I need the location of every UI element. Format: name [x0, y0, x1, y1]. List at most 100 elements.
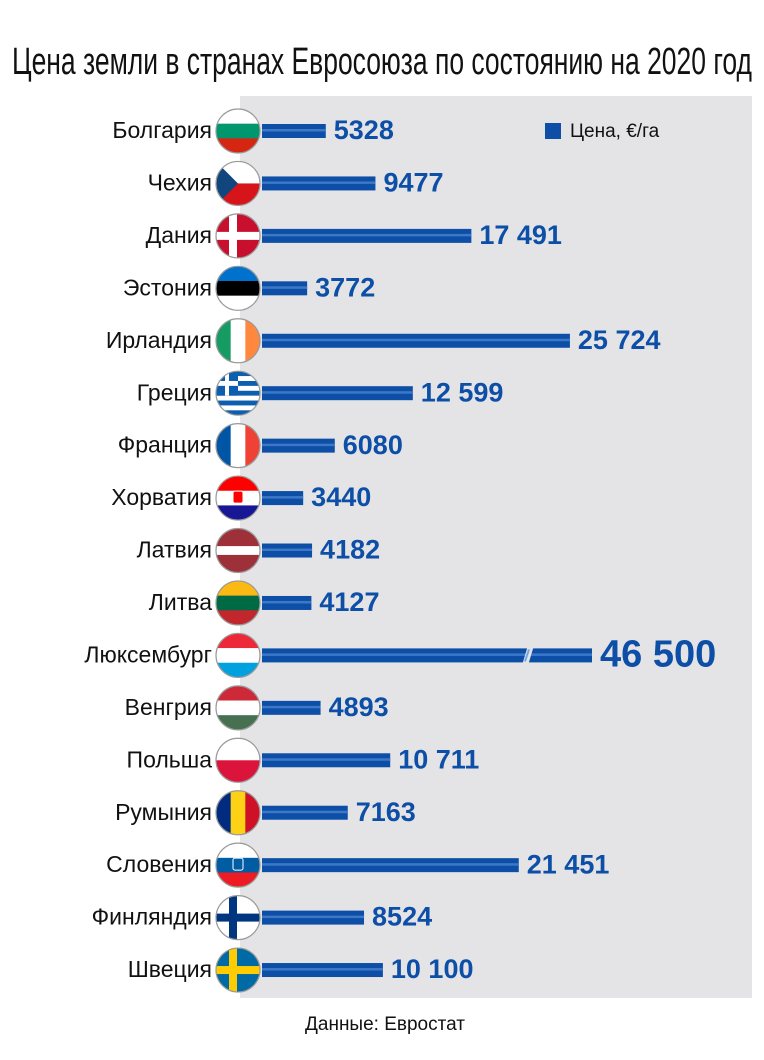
value-label: 6080: [343, 430, 403, 460]
bar-highlight: [262, 705, 321, 709]
flag-stripe: [216, 546, 260, 556]
value-label: 10 100: [391, 954, 474, 984]
flag-stripe: [216, 528, 260, 538]
flag: [216, 528, 260, 573]
value-label: 21 451: [527, 849, 610, 879]
value-label: 8524: [372, 902, 432, 932]
flag: [216, 371, 260, 416]
flag-ring: [215, 108, 261, 154]
y-tick-label: Чехия: [148, 170, 212, 196]
y-tick-label: Ирландия: [106, 327, 212, 353]
flag: [216, 476, 260, 521]
axis-break: [524, 649, 530, 662]
flag-stripe: [216, 554, 260, 565]
flag-stripe: [216, 295, 260, 311]
value-label: 17 491: [479, 220, 562, 250]
value-label: 4127: [319, 587, 379, 617]
flag-stripe: [216, 872, 260, 888]
value-label: 25 724: [578, 325, 661, 355]
flag-stripe: [216, 648, 260, 664]
flag: [216, 843, 260, 888]
flag-ring: [215, 318, 261, 364]
flag: [216, 423, 260, 468]
flag-stripe: [216, 760, 260, 783]
flag-stripe: [216, 580, 260, 597]
flag: [216, 580, 260, 625]
bar-highlight: [262, 810, 348, 814]
bar-highlight: [262, 600, 312, 604]
bar-highlight: [262, 915, 365, 919]
flag-ring: [215, 265, 261, 311]
flag-stripe: [216, 505, 260, 521]
flag-shield: [232, 857, 244, 871]
y-tick-label: Латвия: [137, 537, 212, 563]
value-label: 10 711: [398, 744, 479, 774]
y-tick-label: Литва: [149, 589, 212, 615]
flag-ring: [215, 370, 261, 416]
flag-stripe: [216, 633, 260, 649]
flag-cross: [216, 231, 260, 240]
flag-ring: [215, 527, 261, 574]
bar-highlight: [262, 233, 472, 237]
flag-cross: [216, 966, 260, 975]
value-label: 46 500: [600, 633, 716, 675]
flag-stripe: [216, 109, 260, 125]
flag-stripe: [216, 738, 260, 761]
value-label: 3772: [315, 272, 375, 302]
bar-highlight: [262, 653, 592, 656]
flag-stripe: [245, 790, 260, 835]
flag: [216, 213, 260, 258]
y-tick-label: Румыния: [115, 799, 212, 825]
flag-stripe: [216, 400, 260, 406]
flag-stripe: [216, 595, 260, 611]
flag-stripe: [245, 318, 260, 363]
value-label: 7163: [356, 797, 416, 827]
flag-shield: [232, 490, 244, 504]
flag-stripe: [216, 700, 260, 716]
flag-stripe: [216, 610, 260, 625]
source: Данные: Евростат: [305, 1014, 465, 1035]
flag: [216, 790, 260, 835]
y-tick-label: Греция: [137, 379, 212, 405]
flag: [216, 109, 260, 153]
flag-ring: [215, 685, 261, 731]
flag: [216, 948, 260, 993]
flag: [216, 633, 260, 678]
flag-stripe: [216, 138, 260, 153]
flag: [216, 685, 260, 730]
value-label: 5328: [334, 115, 394, 145]
bar-highlight: [262, 129, 326, 132]
flag: [216, 895, 260, 940]
flag-stripe: [216, 410, 260, 416]
flag-stripe: [216, 318, 232, 363]
flag-ring: [215, 737, 261, 783]
flag-ring: [215, 475, 261, 521]
plot-background: [240, 96, 752, 998]
flag-stripe: [216, 123, 260, 139]
flag-stripe: [245, 423, 260, 468]
flag-ring: [215, 160, 261, 207]
flag-stripe: [216, 423, 232, 468]
flag-stripe: [216, 715, 260, 730]
y-tick-label: Дания: [146, 222, 212, 248]
flag-stripe: [216, 563, 260, 573]
bar-highlight: [262, 758, 391, 761]
flag-stripe: [230, 790, 246, 835]
flag-stripe: [216, 537, 260, 547]
flag-cross: [216, 380, 238, 386]
bar-highlight: [262, 496, 304, 499]
value-label: 12 599: [421, 377, 504, 407]
value-label: 9477: [383, 168, 443, 198]
flag-ring: [215, 213, 261, 259]
flag: [216, 161, 260, 206]
bar-highlight: [262, 338, 570, 342]
value-label: 4893: [329, 692, 389, 722]
y-tick-label: Эстония: [123, 274, 212, 300]
flag-stripe: [216, 843, 260, 859]
flag: [216, 266, 260, 311]
flag: [216, 738, 260, 783]
flag-ring: [215, 632, 261, 679]
flag-stripe: [216, 662, 260, 678]
flag-stripe: [216, 405, 260, 411]
